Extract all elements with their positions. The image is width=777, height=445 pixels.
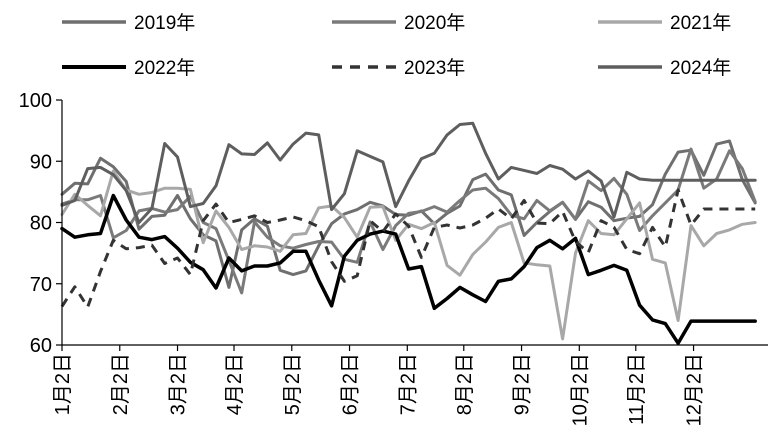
y-tick-label: 90 bbox=[30, 151, 52, 173]
legend-label: 2024年 bbox=[670, 57, 731, 79]
y-tick-label: 60 bbox=[30, 335, 52, 357]
legend-label: 2021年 bbox=[670, 12, 731, 34]
legend-label: 2022年 bbox=[134, 57, 195, 79]
legend-label: 2020年 bbox=[404, 12, 465, 34]
series-line-2021年 bbox=[60, 169, 757, 341]
legend: 2019年 2020年 2021年 2022年 2023年 2024年 bbox=[62, 12, 731, 79]
x-tick-label: 11月2日 bbox=[626, 353, 648, 425]
series-line-2024年 bbox=[60, 121, 757, 224]
x-tick-label: 2月2日 bbox=[110, 353, 132, 415]
x-tick-label: 5月2日 bbox=[282, 353, 304, 415]
x-tick-label: 3月2日 bbox=[168, 353, 190, 415]
legend-label: 2023年 bbox=[404, 57, 465, 79]
x-tick-label: 10月2日 bbox=[569, 353, 591, 426]
x-tick-label: 1月2日 bbox=[52, 353, 74, 415]
y-tick-label: 80 bbox=[30, 213, 52, 235]
x-tick-label: 6月2日 bbox=[340, 353, 362, 415]
series-line-2023年 bbox=[60, 188, 756, 309]
y-tick-label: 70 bbox=[30, 274, 52, 296]
x-tick-label: 9月2日 bbox=[512, 353, 534, 415]
series-line-2020年 bbox=[60, 147, 757, 295]
y-tick-label: 100 bbox=[19, 90, 52, 112]
legend-label: 2019年 bbox=[134, 12, 195, 34]
axes: 60 70 80 90 100 1月2日 2月2日 3月2日 4月2日 5月2日 6月2日 7月2日 8… bbox=[19, 90, 768, 426]
series-line-2022年 bbox=[60, 193, 757, 345]
x-tick-label: 7月2日 bbox=[397, 353, 419, 415]
x-tick-label: 8月2日 bbox=[454, 353, 476, 415]
x-tick-label: 12月2日 bbox=[684, 353, 706, 426]
series-layer bbox=[60, 121, 757, 345]
x-tick-label: 4月2日 bbox=[224, 353, 246, 415]
